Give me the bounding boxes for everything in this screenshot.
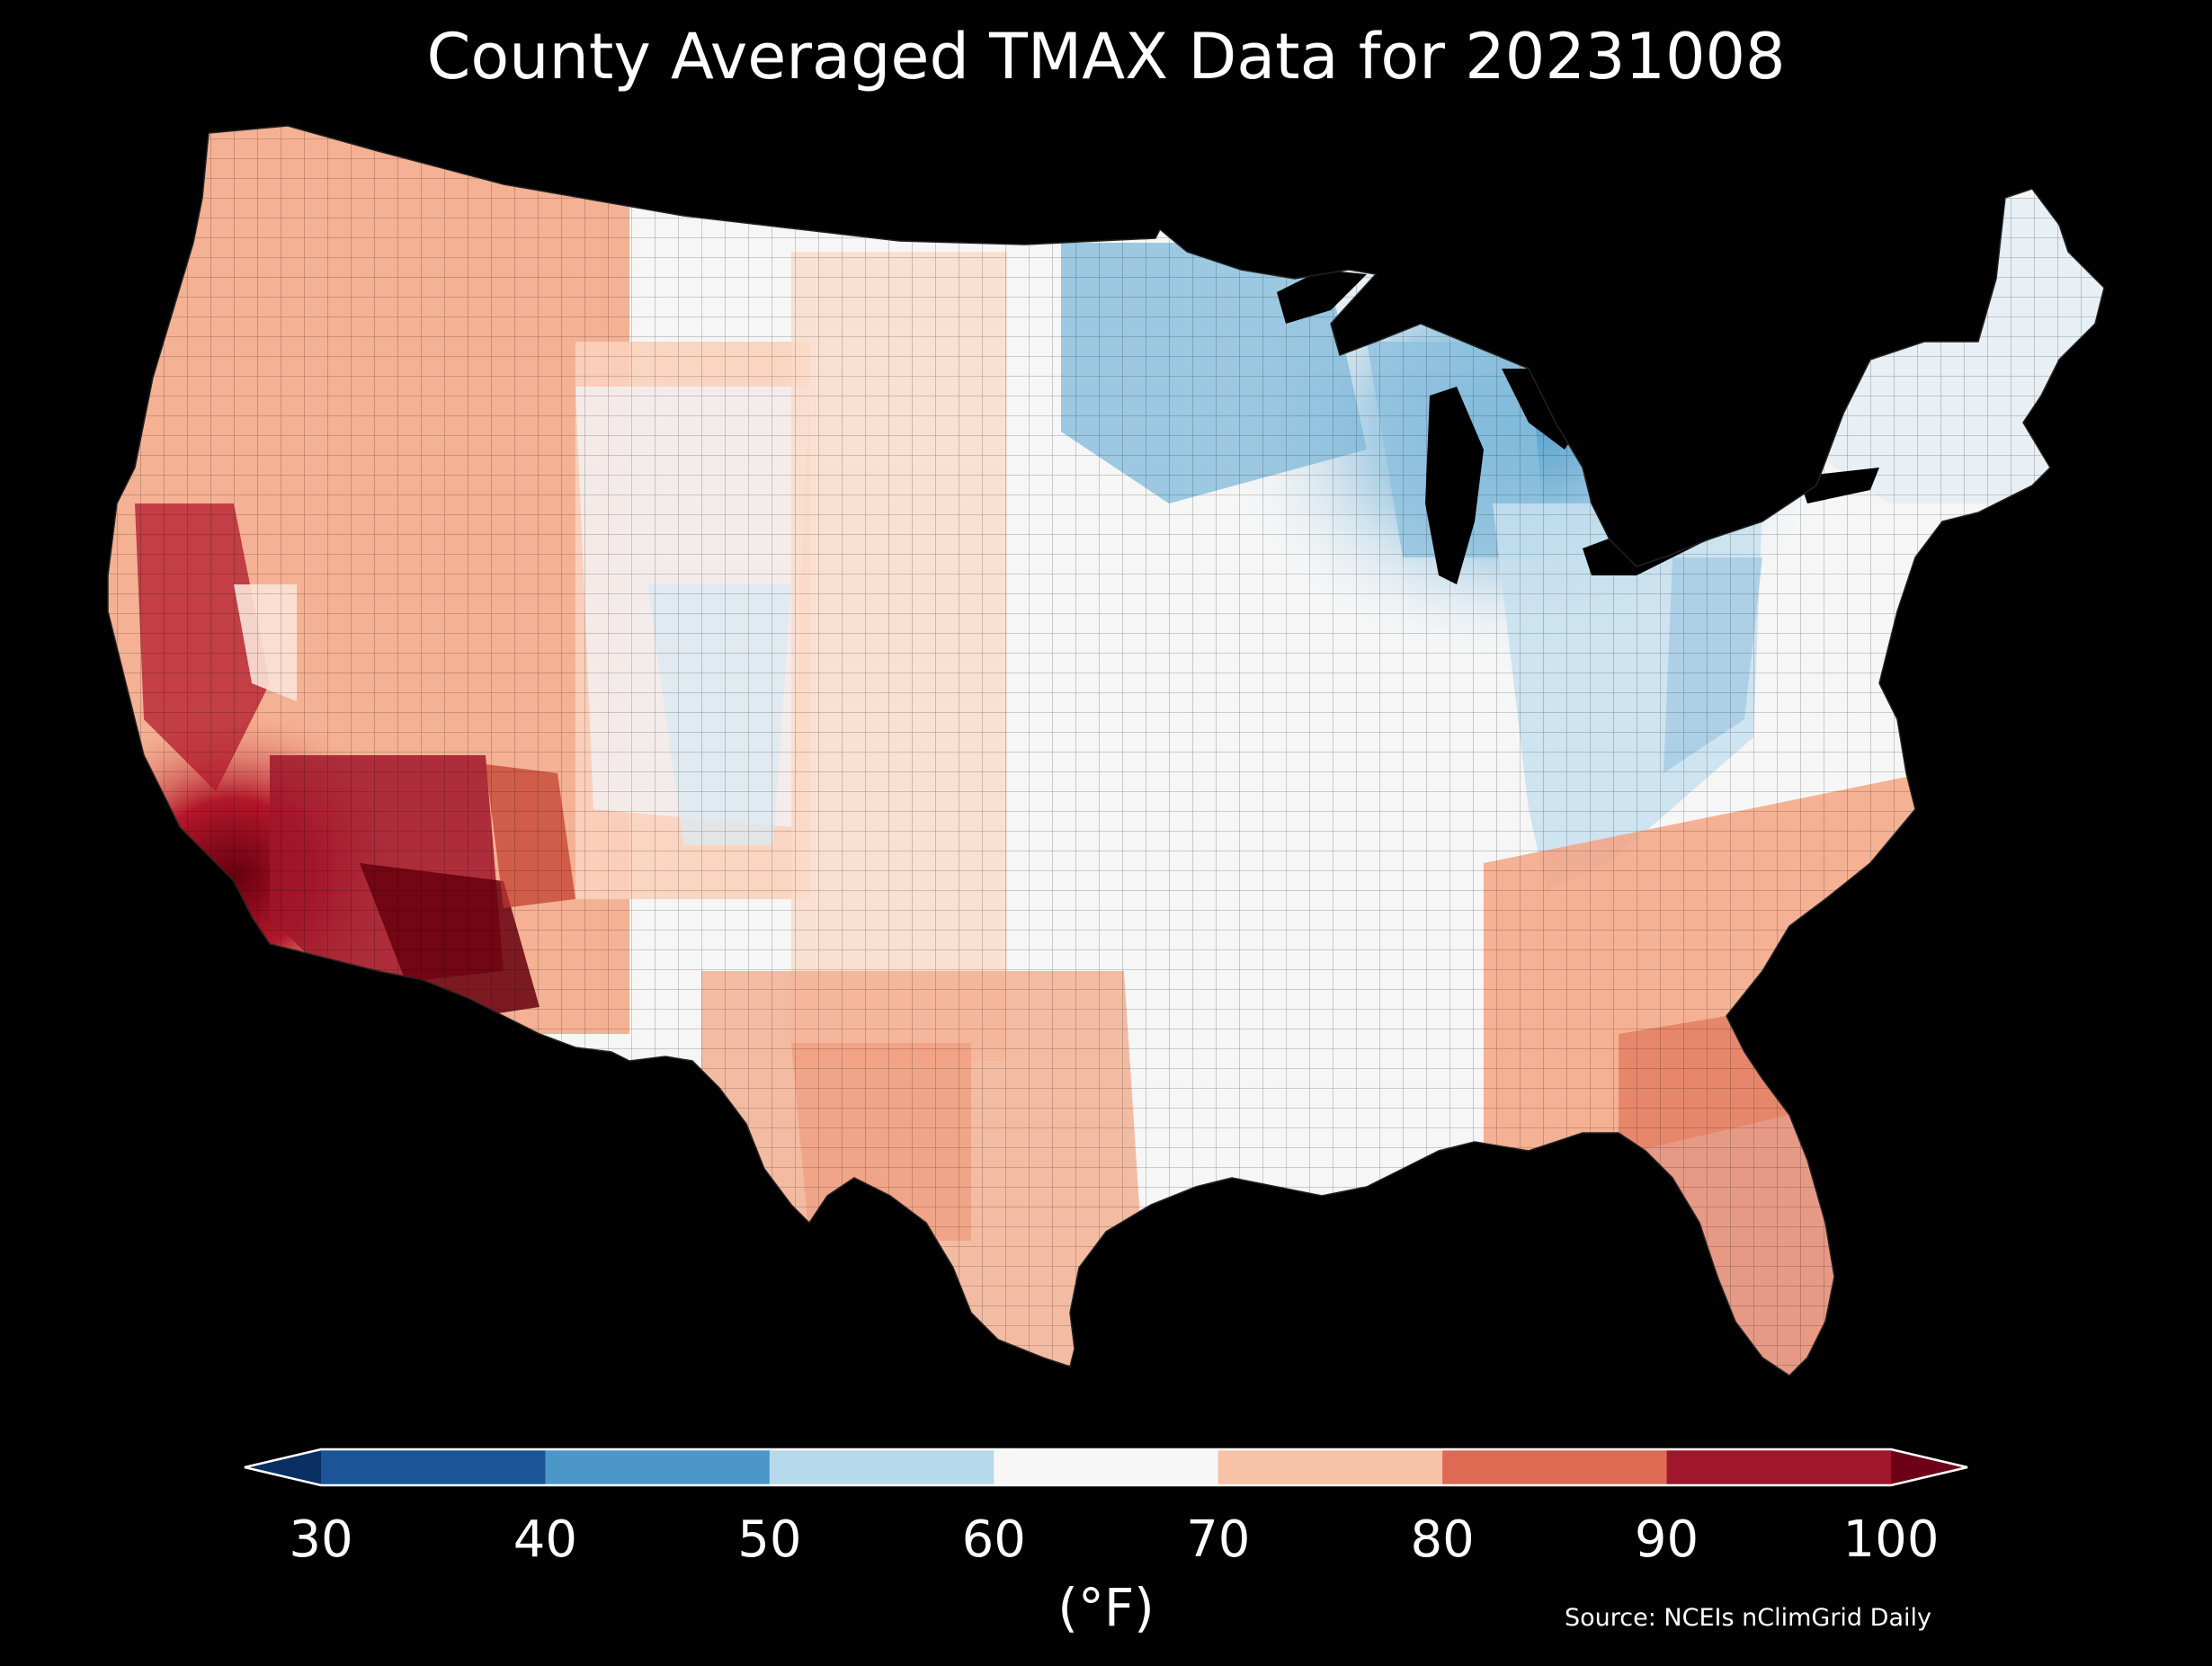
colorbar-tick-80: 80 [1410, 1510, 1475, 1569]
colorbar-bin-70-80 [1217, 1449, 1443, 1485]
colorbar-tick-30: 30 [289, 1510, 353, 1569]
colorbar-tick-100: 100 [1842, 1510, 1940, 1569]
colorbar-bin-40-50 [545, 1449, 771, 1485]
source-attribution: Source: NCEIs nClimGrid Daily [1565, 1604, 1931, 1632]
colorbar-tick-70: 70 [1186, 1510, 1251, 1569]
us-county-map [107, 125, 2105, 1376]
colorbar-under-arrow [245, 1449, 321, 1485]
great-lakes [1277, 270, 1879, 584]
colorbar-over-arrow [1891, 1449, 1967, 1485]
colorbar-bin-90-100 [1666, 1449, 1892, 1485]
colorbar-bin-60-70 [994, 1449, 1219, 1485]
colorbar-tick-90: 90 [1634, 1510, 1699, 1569]
colorbar-bin-50-60 [769, 1449, 995, 1485]
colorbar-bin-80-90 [1442, 1449, 1668, 1485]
map-title: County Averaged TMAX Data for 20231008 [426, 20, 1786, 94]
colorbar-tick-40: 40 [513, 1510, 578, 1569]
colorbar-tick-60: 60 [961, 1510, 1026, 1569]
colorbar-bin-30-40 [321, 1449, 546, 1485]
colorbar-tick-50: 50 [737, 1510, 802, 1569]
colorbar-units-label: (°F) [1057, 1577, 1155, 1638]
